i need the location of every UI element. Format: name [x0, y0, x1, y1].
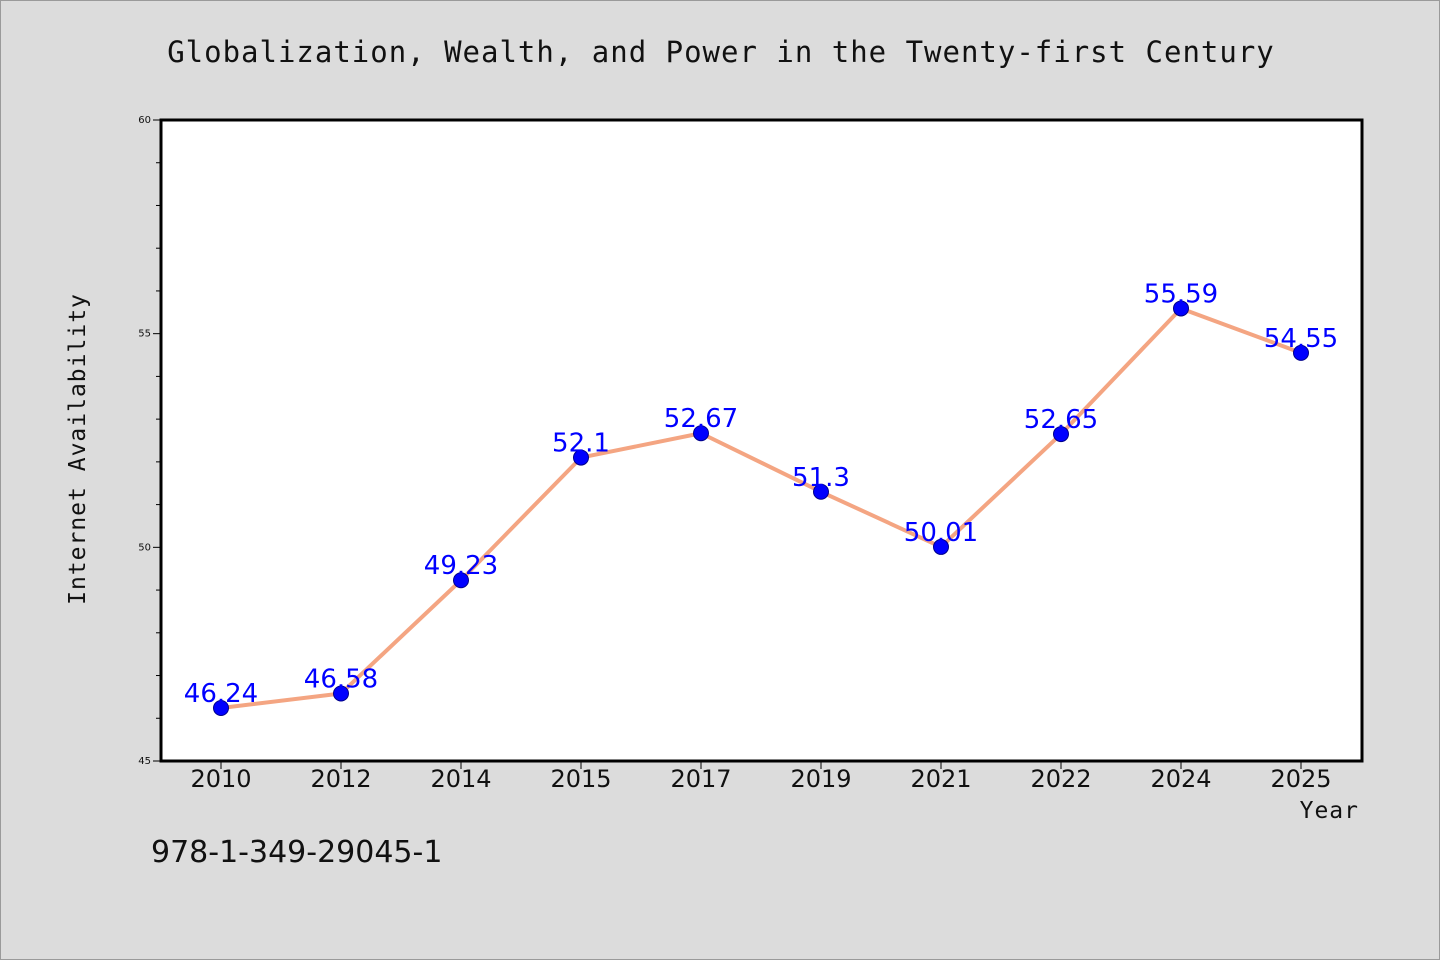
data-point [1293, 344, 1309, 361]
data-label: 52.67 [664, 404, 738, 434]
data-markers [213, 300, 1309, 717]
data-label: 46.58 [304, 664, 378, 694]
x-axis-label: Year [1299, 798, 1359, 824]
data-point [573, 449, 589, 466]
series-line [219, 306, 1303, 711]
x-tick-label: 2021 [910, 765, 971, 793]
x-tick-label: 2010 [190, 765, 251, 793]
x-tick-label: 2022 [1030, 765, 1091, 793]
data-label: 52.1 [552, 429, 610, 459]
chart-title: Globalization, Wealth, and Power in the … [167, 35, 1275, 69]
y-tick-label: 60 [138, 115, 151, 126]
y-tick-label: 50 [138, 542, 151, 553]
x-tick-label: 2019 [790, 765, 851, 793]
x-tick-label: 2025 [1270, 765, 1331, 793]
data-point [213, 700, 229, 717]
data-label: 46.24 [184, 679, 258, 709]
data-label: 50.01 [904, 518, 978, 548]
plot-area [159, 118, 1364, 763]
data-point [813, 483, 829, 500]
data-point [1053, 426, 1069, 443]
x-tick-label: 2014 [430, 765, 491, 793]
x-axis: 2010 2012 2014 2015 2017 2019 2021 2022 2024 2025 [190, 761, 1332, 793]
data-label: 49.23 [424, 551, 498, 581]
data-point [1173, 300, 1189, 317]
x-tick-label: 2017 [670, 765, 731, 793]
y-tick-label: 45 [138, 756, 151, 767]
data-label: 55.59 [1144, 279, 1218, 309]
x-tick-label: 2012 [310, 765, 371, 793]
x-tick-label: 2015 [550, 765, 611, 793]
data-point [693, 425, 709, 442]
data-label: 52.65 [1024, 405, 1098, 435]
data-label: 51.3 [792, 463, 850, 493]
data-point [453, 572, 469, 589]
data-point [933, 538, 949, 555]
data-point [333, 685, 349, 702]
x-tick-label: 2024 [1150, 765, 1211, 793]
y-tick-label: 55 [138, 329, 151, 340]
data-labels: 46.24 46.58 49.23 52.1 52.67 51.3 50.01 52.65 55… [184, 279, 1338, 709]
data-label: 54.55 [1264, 324, 1338, 354]
y-axis: 45 50 55 60 [138, 115, 161, 767]
isbn-text: 978-1-349-29045-1 [151, 835, 443, 870]
